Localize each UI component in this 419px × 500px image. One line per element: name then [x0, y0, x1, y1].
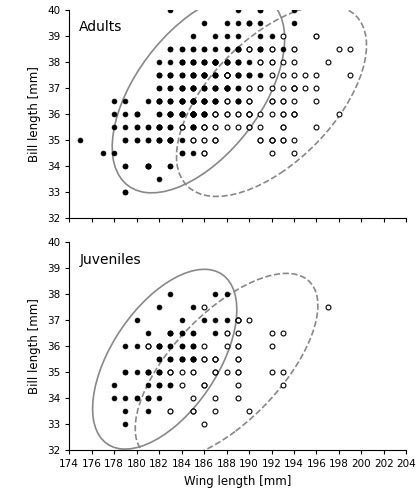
Text: Adults: Adults [79, 20, 123, 34]
Y-axis label: Bill length [mm]: Bill length [mm] [28, 298, 41, 394]
X-axis label: Wing length [mm]: Wing length [mm] [184, 474, 292, 488]
Text: Juveniles: Juveniles [79, 253, 141, 267]
Y-axis label: Bill length [mm]: Bill length [mm] [28, 66, 41, 162]
